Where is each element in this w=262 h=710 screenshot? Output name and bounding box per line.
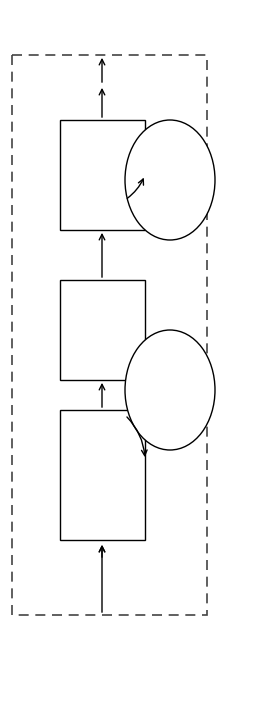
Ellipse shape (125, 120, 215, 240)
Bar (60, 120, 145, 230)
Bar (60, 410, 145, 540)
Bar (12, 55, 207, 615)
Ellipse shape (125, 330, 215, 450)
Bar (60, 280, 145, 380)
